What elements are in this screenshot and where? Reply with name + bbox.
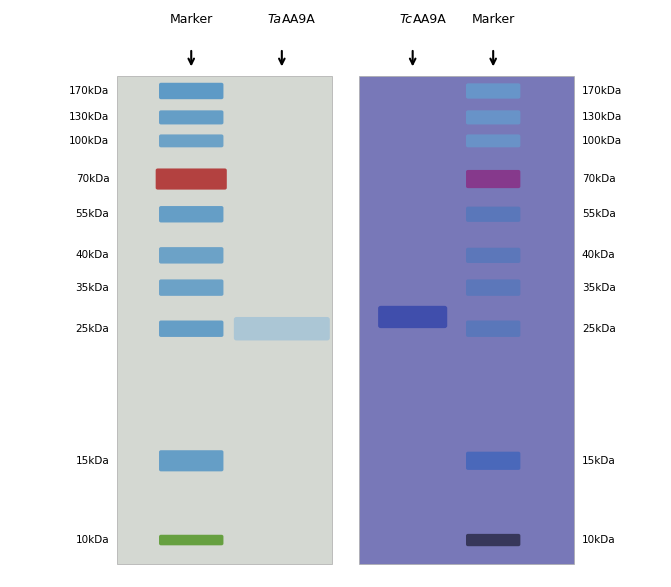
Text: AA9A: AA9A [413, 14, 446, 26]
FancyBboxPatch shape [466, 170, 521, 188]
Text: Marker: Marker [472, 14, 515, 26]
Text: 100kDa: 100kDa [582, 136, 622, 146]
FancyBboxPatch shape [159, 279, 223, 296]
Text: 40kDa: 40kDa [582, 250, 615, 261]
Text: 25kDa: 25kDa [76, 323, 109, 334]
FancyBboxPatch shape [159, 83, 223, 99]
FancyBboxPatch shape [159, 247, 223, 264]
FancyBboxPatch shape [159, 134, 223, 147]
FancyBboxPatch shape [234, 317, 330, 340]
FancyBboxPatch shape [159, 321, 223, 337]
FancyBboxPatch shape [466, 110, 521, 124]
Text: 130kDa: 130kDa [69, 112, 109, 123]
Bar [117, 76, 332, 564]
FancyBboxPatch shape [159, 535, 223, 545]
FancyBboxPatch shape [156, 168, 227, 190]
Text: 70kDa: 70kDa [76, 174, 109, 184]
FancyBboxPatch shape [466, 452, 521, 470]
Text: 25kDa: 25kDa [582, 323, 615, 334]
Text: Marker: Marker [170, 14, 213, 26]
Text: AA9A: AA9A [282, 14, 315, 26]
Text: 55kDa: 55kDa [582, 209, 615, 220]
Text: 170kDa: 170kDa [582, 86, 622, 96]
FancyBboxPatch shape [159, 206, 223, 222]
Bar [359, 76, 574, 564]
FancyBboxPatch shape [466, 534, 521, 546]
Text: 70kDa: 70kDa [582, 174, 615, 184]
FancyBboxPatch shape [466, 207, 521, 222]
Text: 55kDa: 55kDa [76, 209, 109, 220]
Text: 15kDa: 15kDa [582, 456, 615, 466]
Text: Ta: Ta [268, 14, 282, 26]
Text: Tc: Tc [400, 14, 413, 26]
Text: 15kDa: 15kDa [76, 456, 109, 466]
Text: 170kDa: 170kDa [69, 86, 109, 96]
FancyBboxPatch shape [159, 450, 223, 471]
FancyBboxPatch shape [159, 110, 223, 124]
Text: 130kDa: 130kDa [582, 112, 622, 123]
FancyBboxPatch shape [378, 306, 447, 328]
FancyBboxPatch shape [466, 321, 521, 337]
Text: 40kDa: 40kDa [76, 250, 109, 261]
FancyBboxPatch shape [466, 248, 521, 263]
Text: 10kDa: 10kDa [76, 535, 109, 545]
FancyBboxPatch shape [466, 134, 521, 147]
Text: 35kDa: 35kDa [76, 282, 109, 293]
Text: 10kDa: 10kDa [582, 535, 615, 545]
Text: 35kDa: 35kDa [582, 282, 615, 293]
FancyBboxPatch shape [466, 279, 521, 296]
Text: 100kDa: 100kDa [69, 136, 109, 146]
FancyBboxPatch shape [466, 83, 521, 99]
